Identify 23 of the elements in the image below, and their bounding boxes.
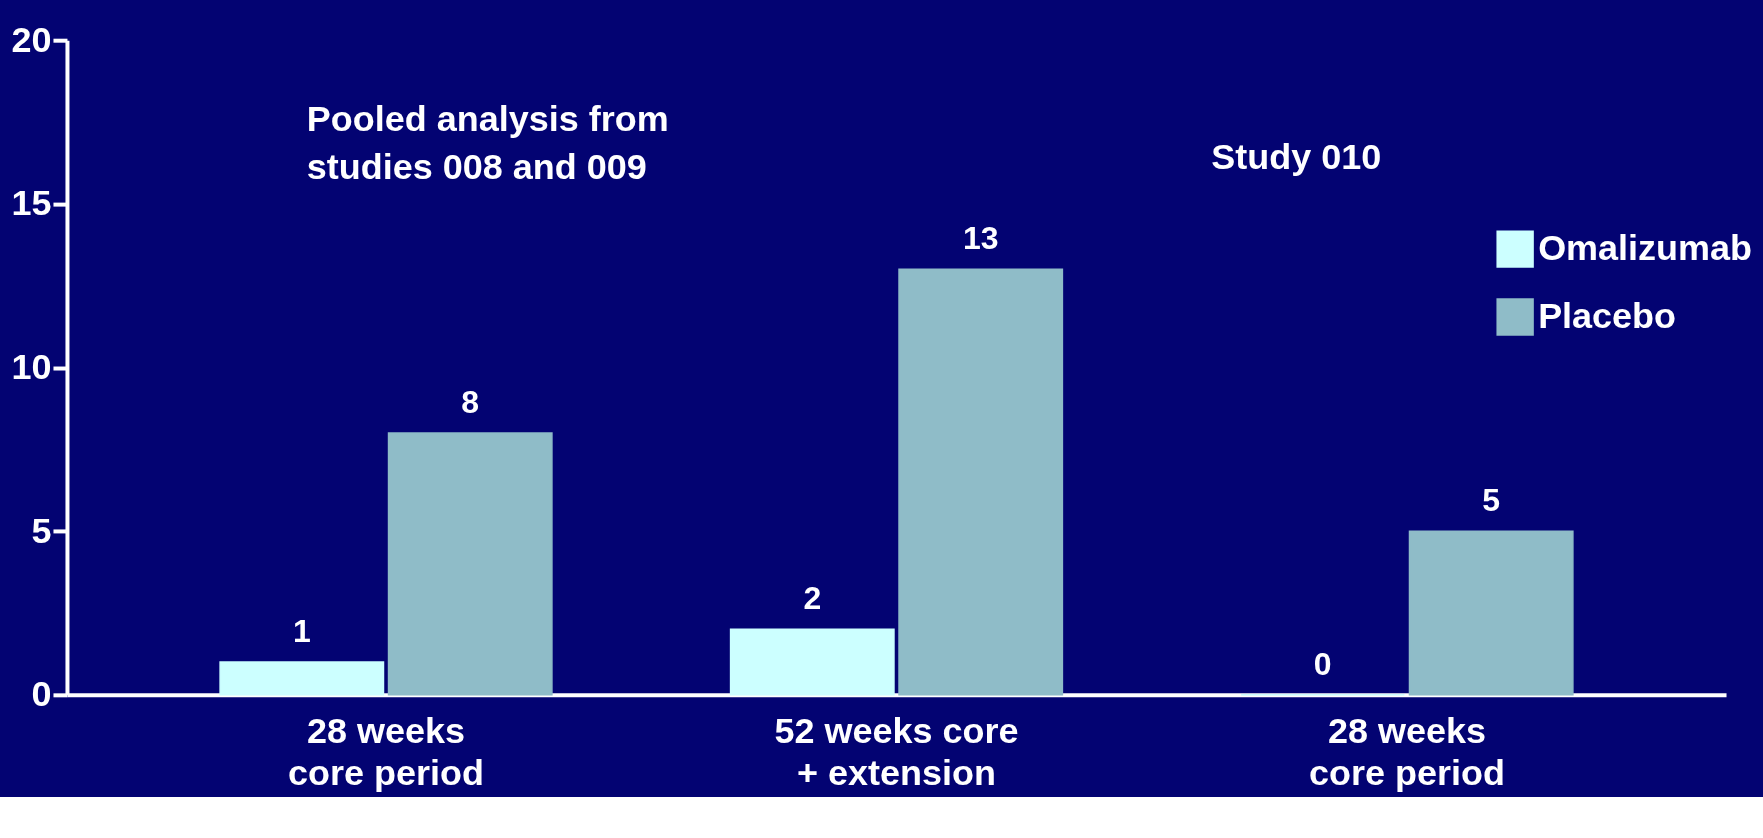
data-label: 2 bbox=[803, 580, 822, 617]
x-tick-label: 28 weeks core period bbox=[288, 710, 484, 794]
legend-label: Omalizumab bbox=[1538, 227, 1752, 269]
annotation: Study 010 bbox=[1211, 136, 1382, 178]
y-tick-label: 0 bbox=[31, 673, 52, 715]
x-tick-label: 28 weeks core period bbox=[1309, 710, 1505, 794]
bar bbox=[1408, 530, 1574, 696]
bar bbox=[387, 432, 553, 696]
x-tick-label: 52 weeks core + extension bbox=[774, 710, 1019, 794]
bar bbox=[898, 268, 1064, 696]
data-label: 5 bbox=[1482, 482, 1501, 519]
y-tick-label: 15 bbox=[11, 182, 52, 224]
data-label: 8 bbox=[461, 383, 480, 420]
data-label: 1 bbox=[292, 613, 311, 650]
annotation: Pooled analysis from studies 008 and 009 bbox=[306, 98, 669, 188]
y-tick-label: 10 bbox=[11, 346, 52, 388]
legend-label: Placebo bbox=[1538, 295, 1677, 337]
y-tick-label: 5 bbox=[31, 509, 52, 551]
y-tick-label: 20 bbox=[11, 18, 52, 60]
bar bbox=[219, 661, 385, 696]
data-label: 0 bbox=[1313, 645, 1332, 682]
data-label: 13 bbox=[962, 220, 999, 257]
bar bbox=[729, 628, 895, 696]
